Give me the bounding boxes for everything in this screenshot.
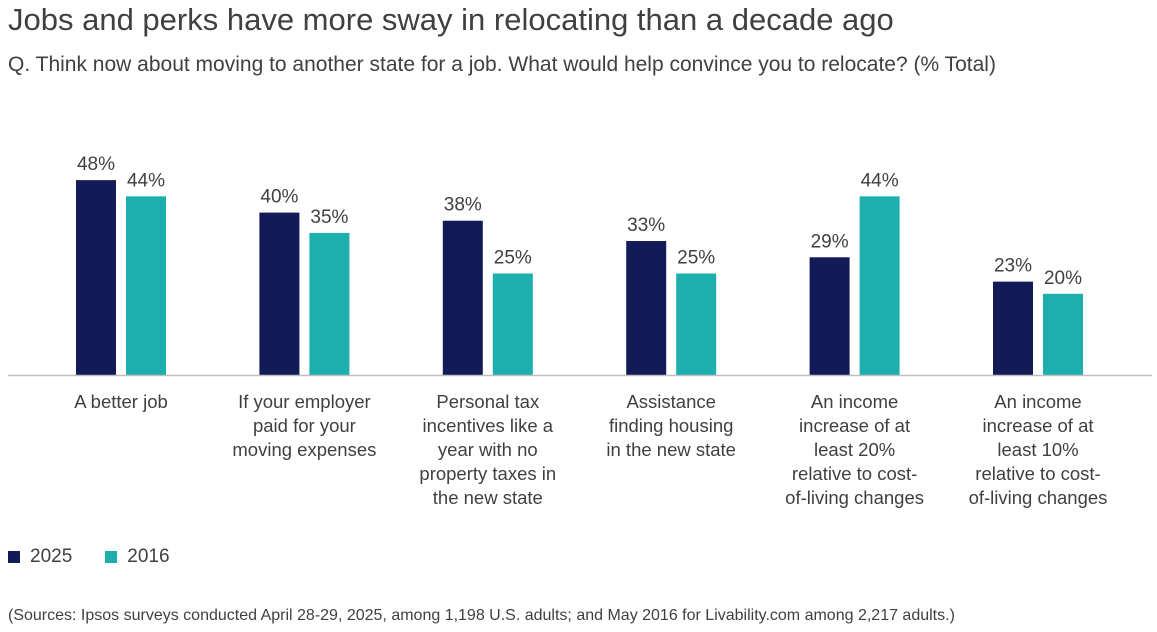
category-label-line: A better job [74, 391, 168, 412]
category-label-line: Assistance [626, 391, 716, 412]
bar-2016-4 [859, 196, 900, 375]
bar-2016-0 [126, 196, 166, 375]
legend-label-2025: 2025 [30, 546, 73, 567]
bar-2016-2 [492, 273, 533, 375]
category-label-line: relative to cost- [975, 463, 1101, 484]
category-label-line: of-living changes [968, 487, 1108, 508]
category-label-2: Personal tax incentives like a year with n… [403, 390, 573, 510]
category-label-line: incentives like a [422, 415, 554, 436]
legend-item-2025: 2025 [8, 546, 72, 568]
category-label-line: least 10% [997, 439, 1079, 460]
bar-2025-2 [442, 220, 483, 375]
value-label-2025-5: 23% [994, 256, 1032, 277]
bar-2025-1 [259, 212, 300, 375]
legend: 2025 2016 [8, 546, 203, 568]
value-label-2025-1: 40% [260, 187, 298, 208]
bar-2025-4 [809, 257, 850, 375]
category-label-line: increase of at [982, 415, 1094, 436]
value-label-2025-4: 29% [811, 231, 849, 252]
value-label-2016-0: 44% [127, 170, 165, 191]
category-label-line: An income [810, 391, 899, 412]
category-label-line: An income [994, 391, 1082, 412]
category-label-line: property taxes in [419, 463, 557, 484]
value-labels-group: 48% 44% 40% 35% 38% 25% 33% 25% 29% 44% 23% 20% [77, 154, 1082, 289]
category-label-line: increase of at [799, 415, 911, 436]
category-label-line: moving expenses [232, 439, 377, 460]
value-label-2016-1: 35% [310, 207, 348, 228]
bar-2016-3 [676, 273, 717, 375]
category-label-1: If your employer paid for your moving expe… [219, 390, 389, 462]
value-label-2025-2: 38% [444, 195, 482, 216]
category-label-line: finding housing [608, 415, 734, 436]
category-label-line: Personal tax [436, 391, 540, 412]
category-label-line: of-living changes [785, 487, 925, 508]
legend-item-2016: 2016 [105, 546, 170, 568]
category-label-5: An income increase of at least 10% relative… [953, 390, 1123, 510]
bar-2016-5 [1043, 293, 1083, 375]
category-label-line: paid for your [252, 415, 356, 436]
value-label-2016-2: 25% [494, 248, 532, 269]
category-label-3: Assistance finding housing in the new stat… [586, 390, 756, 462]
source-note: (Sources: Ipsos surveys conducted April … [8, 607, 955, 624]
value-label-2025-0: 48% [77, 154, 115, 175]
legend-swatch-2016 [105, 551, 118, 563]
bar-2025-5 [993, 281, 1033, 375]
chart-title: Jobs and perks have more sway in relocat… [8, 2, 894, 37]
bar-2025-0 [76, 180, 116, 375]
category-label-line: in the new state [606, 439, 736, 460]
chart-subtitle: Q. Think now about moving to another sta… [8, 53, 996, 76]
category-label-line: year with no [437, 439, 538, 460]
category-label-4: An income increase of at least 20% relative… [770, 390, 940, 510]
legend-swatch-2025 [8, 551, 20, 563]
category-label-line: If your employer [238, 391, 371, 412]
category-label-line: relative to cost- [791, 463, 918, 484]
legend-label-2016: 2016 [127, 546, 170, 567]
bars-group [76, 180, 1083, 375]
category-label-line: the new state [432, 487, 543, 508]
category-label-0: A better job [36, 390, 206, 414]
value-label-2016-3: 25% [677, 248, 715, 269]
bar-2025-3 [626, 241, 667, 375]
value-label-2016-5: 20% [1044, 268, 1082, 289]
value-label-2016-4: 44% [861, 170, 899, 191]
bar-2016-1 [309, 232, 350, 375]
category-label-line: least 20% [813, 439, 896, 460]
value-label-2025-3: 33% [627, 215, 665, 236]
